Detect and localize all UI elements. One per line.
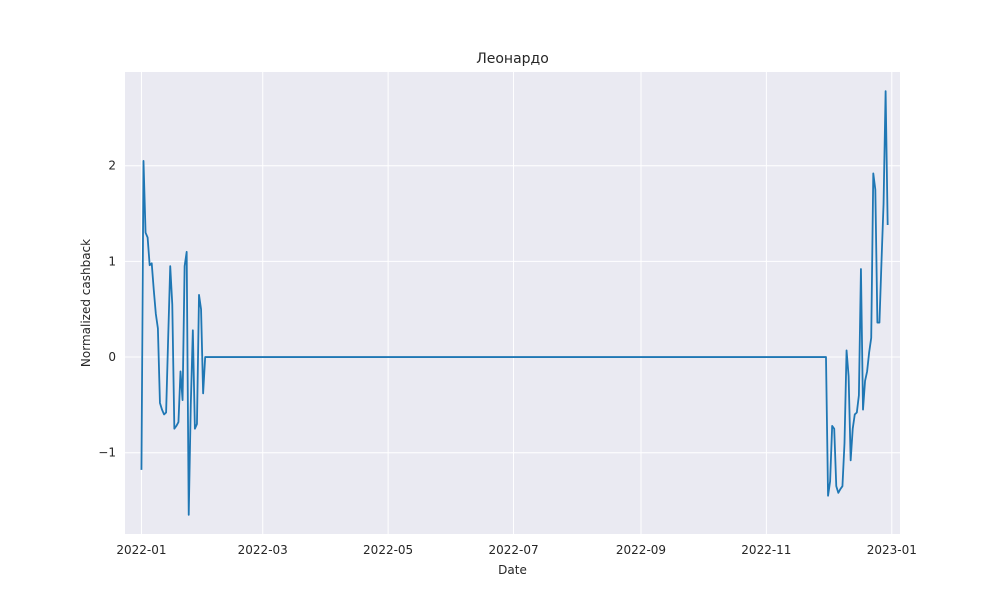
x-tick-label: 2022-01 <box>116 543 166 557</box>
y-tick-labels: −1 0 1 2 <box>98 159 116 460</box>
x-tick-label: 2022-07 <box>488 543 538 557</box>
x-tick-label: 2022-09 <box>616 543 666 557</box>
series-line <box>140 90 889 516</box>
x-tick-label: 2022-03 <box>238 543 288 557</box>
x-tick-label: 2022-11 <box>741 543 791 557</box>
x-tick-labels: 2022-01 2022-03 2022-05 2022-07 2022-09 2022-… <box>116 543 916 557</box>
x-tick-label: 2022-05 <box>363 543 413 557</box>
y-tick-label: 2 <box>108 159 116 173</box>
chart-title: Леонардо <box>476 51 549 67</box>
x-tick-label: 2023-01 <box>867 543 917 557</box>
plot-area <box>125 72 900 534</box>
y-axis-label: Normalized cashback <box>79 239 93 367</box>
series-layer <box>140 90 889 516</box>
x-axis-label: Date <box>498 563 527 577</box>
y-tick-label: 1 <box>108 254 116 268</box>
y-tick-label: 0 <box>108 350 116 364</box>
y-tick-label: −1 <box>98 446 116 460</box>
